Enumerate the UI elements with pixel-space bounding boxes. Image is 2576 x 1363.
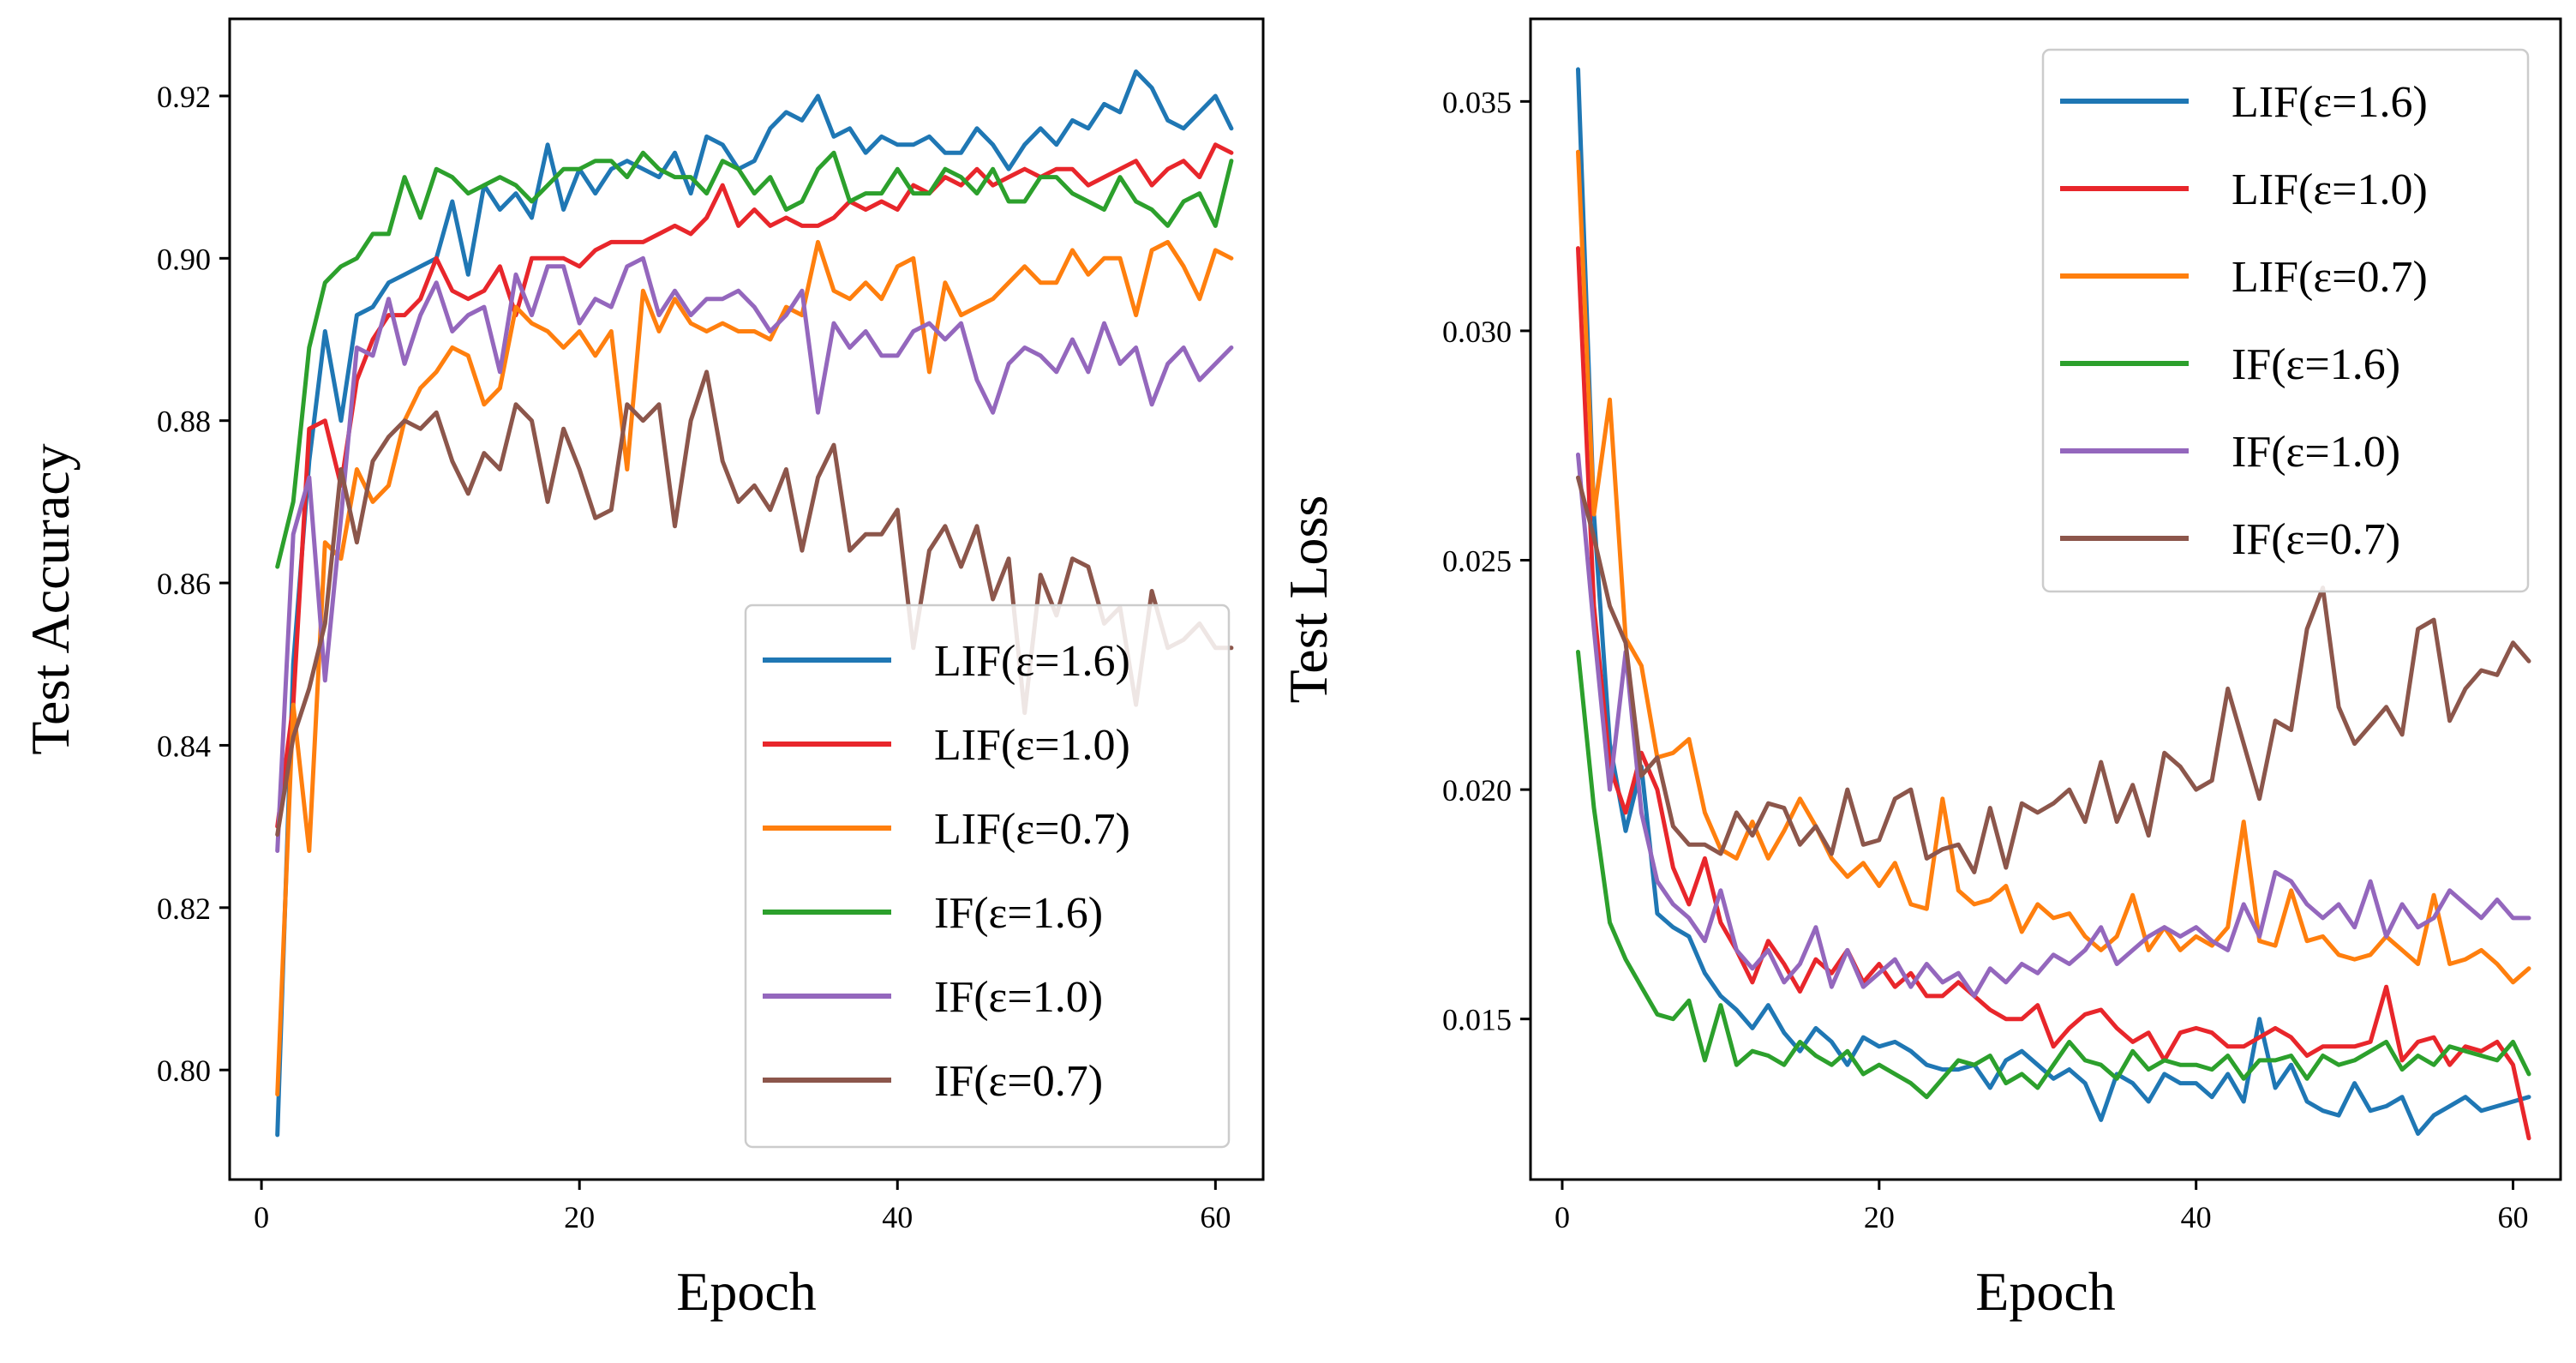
series-line-5 <box>275 369 1234 838</box>
legend-label: LIF(ε=1.6) <box>934 637 1130 686</box>
legend-label: IF(ε=1.0) <box>2232 428 2400 477</box>
plot-frame <box>1529 17 2562 1181</box>
series-line-4 <box>275 255 1234 853</box>
legend-label: IF(ε=1.0) <box>934 973 1103 1022</box>
y-axis-title: Test Loss <box>1278 495 1339 704</box>
x-axis-title: Epoch <box>676 1261 817 1322</box>
x-tick-label: 20 <box>1864 1200 1895 1234</box>
series-line-1 <box>275 142 1234 829</box>
legend-box <box>2041 48 2530 593</box>
series-group <box>275 69 1234 1138</box>
legend-label: LIF(ε=1.6) <box>2232 78 2428 127</box>
y-tick-label: 0.030 <box>1442 315 1512 349</box>
x-tick-label: 40 <box>2181 1200 2212 1234</box>
legend-label: IF(ε=1.6) <box>934 889 1103 938</box>
series-line-2 <box>275 239 1234 1097</box>
series-line-3 <box>1576 650 2531 1100</box>
y-tick-label: 0.86 <box>157 567 211 601</box>
series-line-0 <box>1576 67 2531 1136</box>
y-tick-label: 0.88 <box>157 405 211 439</box>
y-tick-label: 0.80 <box>157 1054 211 1088</box>
y-tick-label: 0.90 <box>157 242 211 276</box>
series-line-3 <box>275 150 1234 569</box>
series-line-5 <box>1576 475 2531 874</box>
y-tick-label: 0.020 <box>1442 773 1512 808</box>
y-tick-label: 0.025 <box>1442 544 1512 579</box>
legend-label: LIF(ε=0.7) <box>2232 253 2428 302</box>
loss-chart: 0 20 40 60 0.015 0.020 0.025 0.030 0.035 Epoch Tes… <box>1278 17 2562 1322</box>
y-tick-label: 0.92 <box>157 80 211 114</box>
y-tick-label: 0.84 <box>157 729 211 763</box>
series-line-4 <box>1576 452 2531 999</box>
legend: LIF(ε=1.6) LIF(ε=1.0) LIF(ε=0.7) IF(ε=1.6) I… <box>744 603 1231 1149</box>
plot-frame <box>228 17 1265 1181</box>
x-tick-label: 0 <box>254 1200 269 1234</box>
x-tick-label: 20 <box>564 1200 595 1234</box>
x-tick-label: 60 <box>2498 1200 2529 1234</box>
x-tick-label: 60 <box>1200 1200 1231 1234</box>
y-tick-label: 0.82 <box>157 892 211 926</box>
y-tick-label: 0.015 <box>1442 1003 1512 1037</box>
x-tick-label: 40 <box>882 1200 913 1234</box>
legend-label: IF(ε=0.7) <box>934 1057 1103 1106</box>
legend-label: IF(ε=1.6) <box>2232 340 2400 389</box>
series-line-2 <box>1576 149 2531 985</box>
y-tick-label: 0.035 <box>1442 85 1512 119</box>
x-axis-title: Epoch <box>1975 1261 2116 1322</box>
legend-label: LIF(ε=0.7) <box>934 805 1130 854</box>
x-tick-label: 0 <box>1555 1200 1570 1234</box>
accuracy-chart: 0 20 40 60 0.80 0.82 0.84 0.86 0.88 0.90 0.92 Epoch… <box>20 17 1265 1322</box>
legend-label: IF(ε=0.7) <box>2232 515 2400 564</box>
legend-box <box>744 603 1231 1149</box>
legend-label: LIF(ε=1.0) <box>934 721 1130 770</box>
series-group <box>1576 67 2531 1141</box>
legend: LIF(ε=1.6) LIF(ε=1.0) LIF(ε=0.7) IF(ε=1.6) I… <box>2041 48 2530 593</box>
y-axis-title: Test Accuracy <box>20 443 81 754</box>
legend-label: LIF(ε=1.0) <box>2232 165 2428 214</box>
